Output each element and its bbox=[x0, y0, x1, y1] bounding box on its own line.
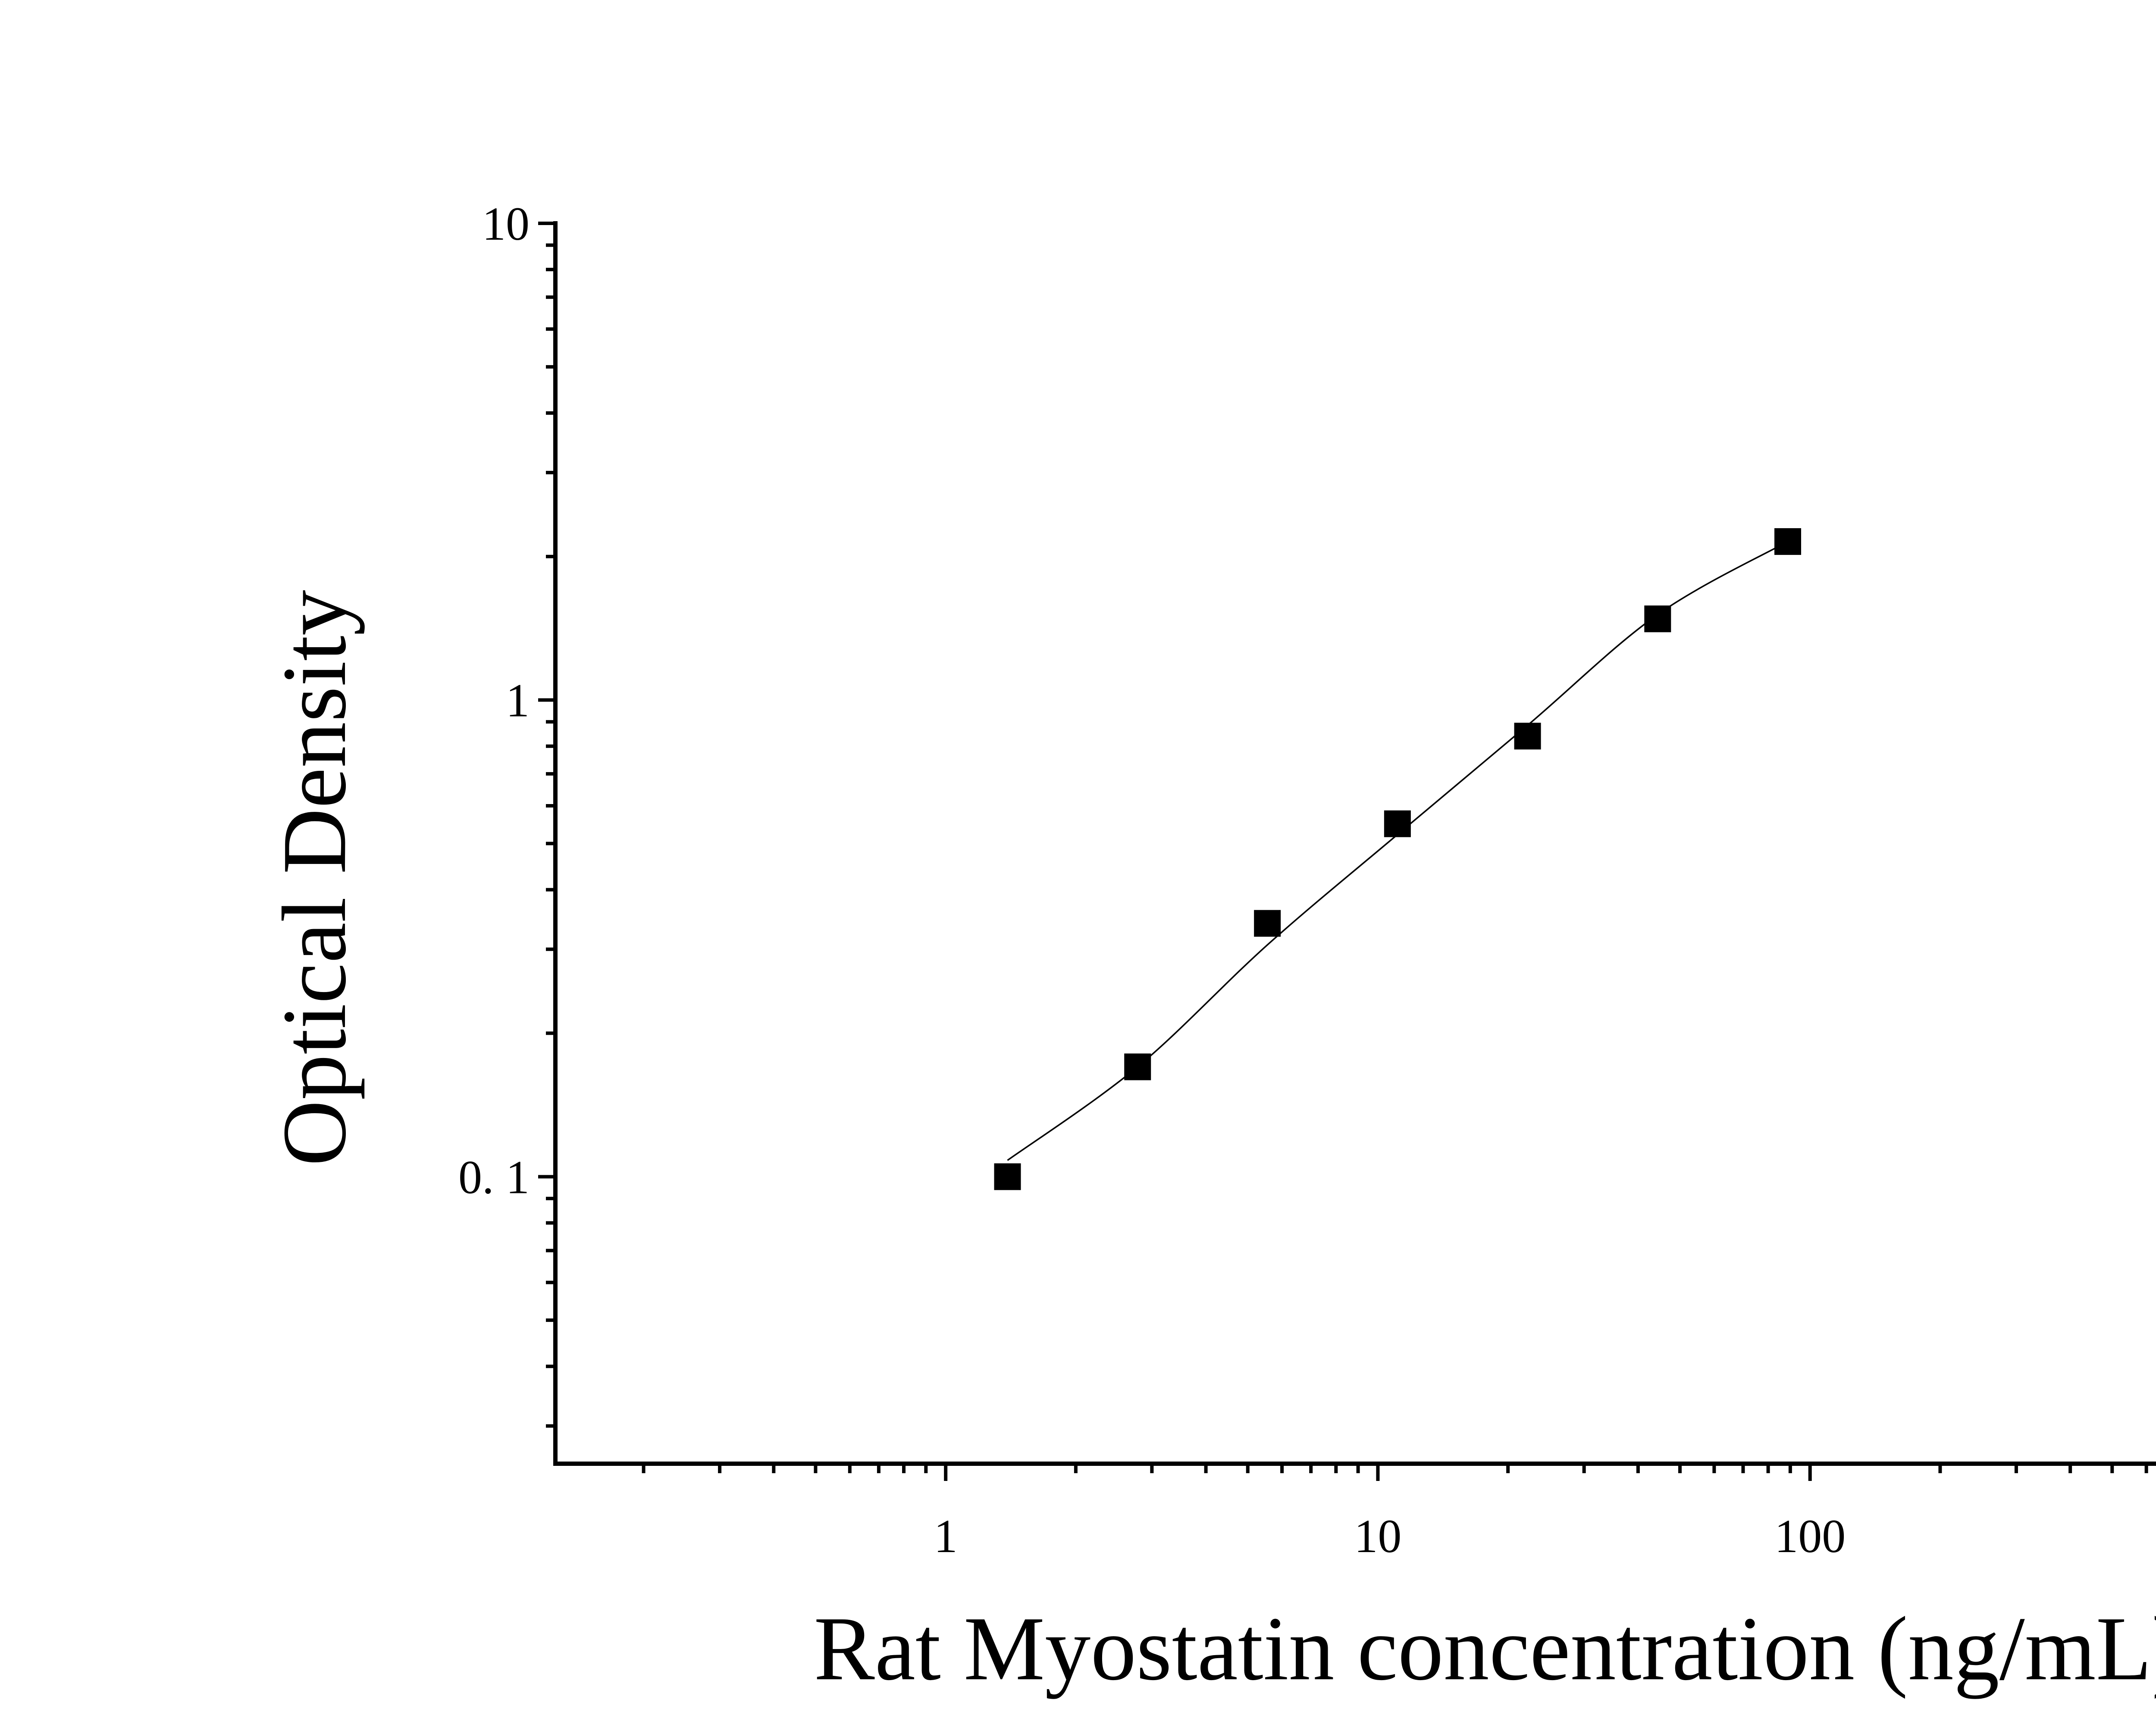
data-point bbox=[1774, 528, 1802, 555]
x-tick-label: 100 bbox=[1774, 1510, 1846, 1562]
x-tick-label: 1 bbox=[934, 1510, 958, 1562]
x-axis-title: Rat Myostatin concentration (ng/mL) bbox=[814, 1598, 2156, 1699]
data-point bbox=[994, 1163, 1021, 1190]
x-axis-major-ticks bbox=[944, 1464, 1812, 1481]
y-axis-title: Optical Density bbox=[263, 590, 365, 1166]
data-point bbox=[1644, 605, 1671, 632]
y-tick-label: 0. 1 bbox=[458, 1151, 530, 1203]
y-tick-label: 10 bbox=[482, 197, 530, 250]
data-point bbox=[1124, 1053, 1151, 1080]
y-tick-label: 1 bbox=[506, 674, 530, 727]
x-axis-tick-labels: 1 10 100 bbox=[934, 1510, 1846, 1562]
y-axis-major-ticks bbox=[538, 222, 555, 1179]
data-point bbox=[1254, 910, 1281, 937]
data-points bbox=[994, 528, 1802, 1190]
y-axis-tick-labels: 0. 1 1 10 bbox=[458, 197, 530, 1203]
data-point bbox=[1514, 723, 1541, 750]
x-tick-label: 10 bbox=[1354, 1510, 1401, 1562]
data-point bbox=[1384, 810, 1411, 837]
